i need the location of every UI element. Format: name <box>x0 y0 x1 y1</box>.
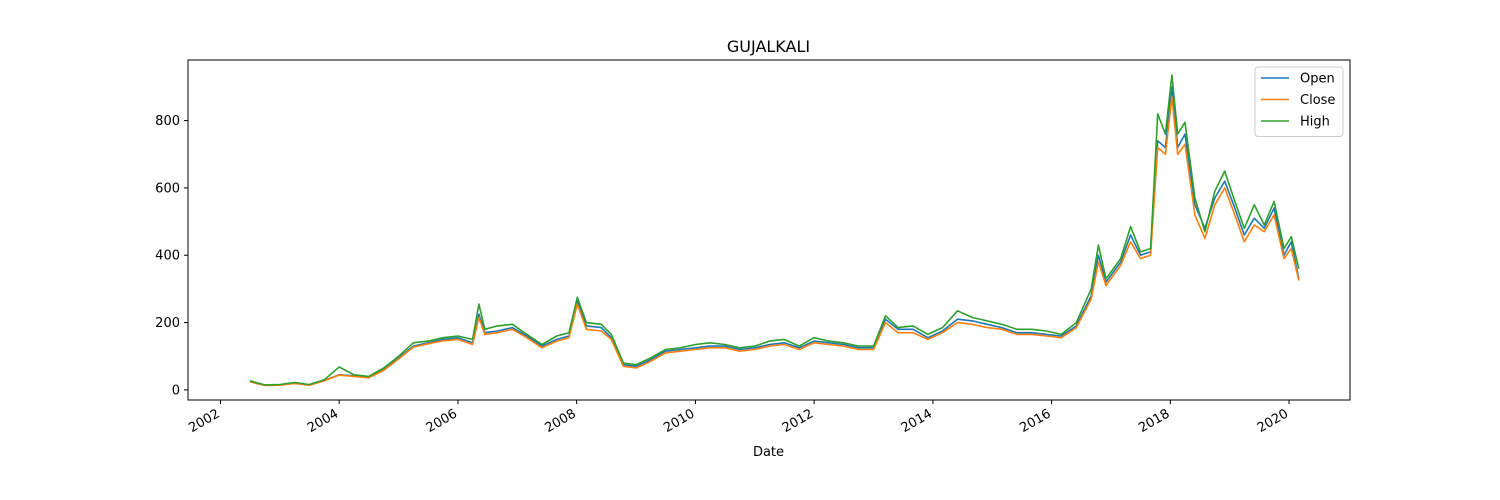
plot-area <box>249 74 1300 387</box>
series-line-close <box>249 96 1300 387</box>
legend: Open Close High <box>1254 66 1344 137</box>
y-tick-label: 800 <box>155 114 180 129</box>
series-line-open <box>249 86 1300 387</box>
series-line-high <box>249 74 1300 386</box>
y-tick-label: 600 <box>155 181 180 196</box>
chart-title: GUJALKALI <box>727 37 810 56</box>
legend-label: High <box>1300 115 1330 130</box>
legend-label: Open <box>1300 72 1335 87</box>
legend-label: Close <box>1300 93 1335 108</box>
y-axis: 0 200 400 600 800 <box>155 114 188 398</box>
y-tick-label: 200 <box>155 316 180 331</box>
y-tick-label: 0 <box>172 383 180 398</box>
axes-frame <box>187 59 1351 401</box>
y-tick-label: 400 <box>155 249 180 264</box>
x-axis-label: Date <box>753 445 784 460</box>
legend-box <box>1254 66 1344 137</box>
